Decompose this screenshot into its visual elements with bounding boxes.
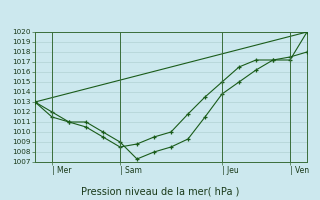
Text: Pression niveau de la mer( hPa ): Pression niveau de la mer( hPa ) — [81, 186, 239, 196]
